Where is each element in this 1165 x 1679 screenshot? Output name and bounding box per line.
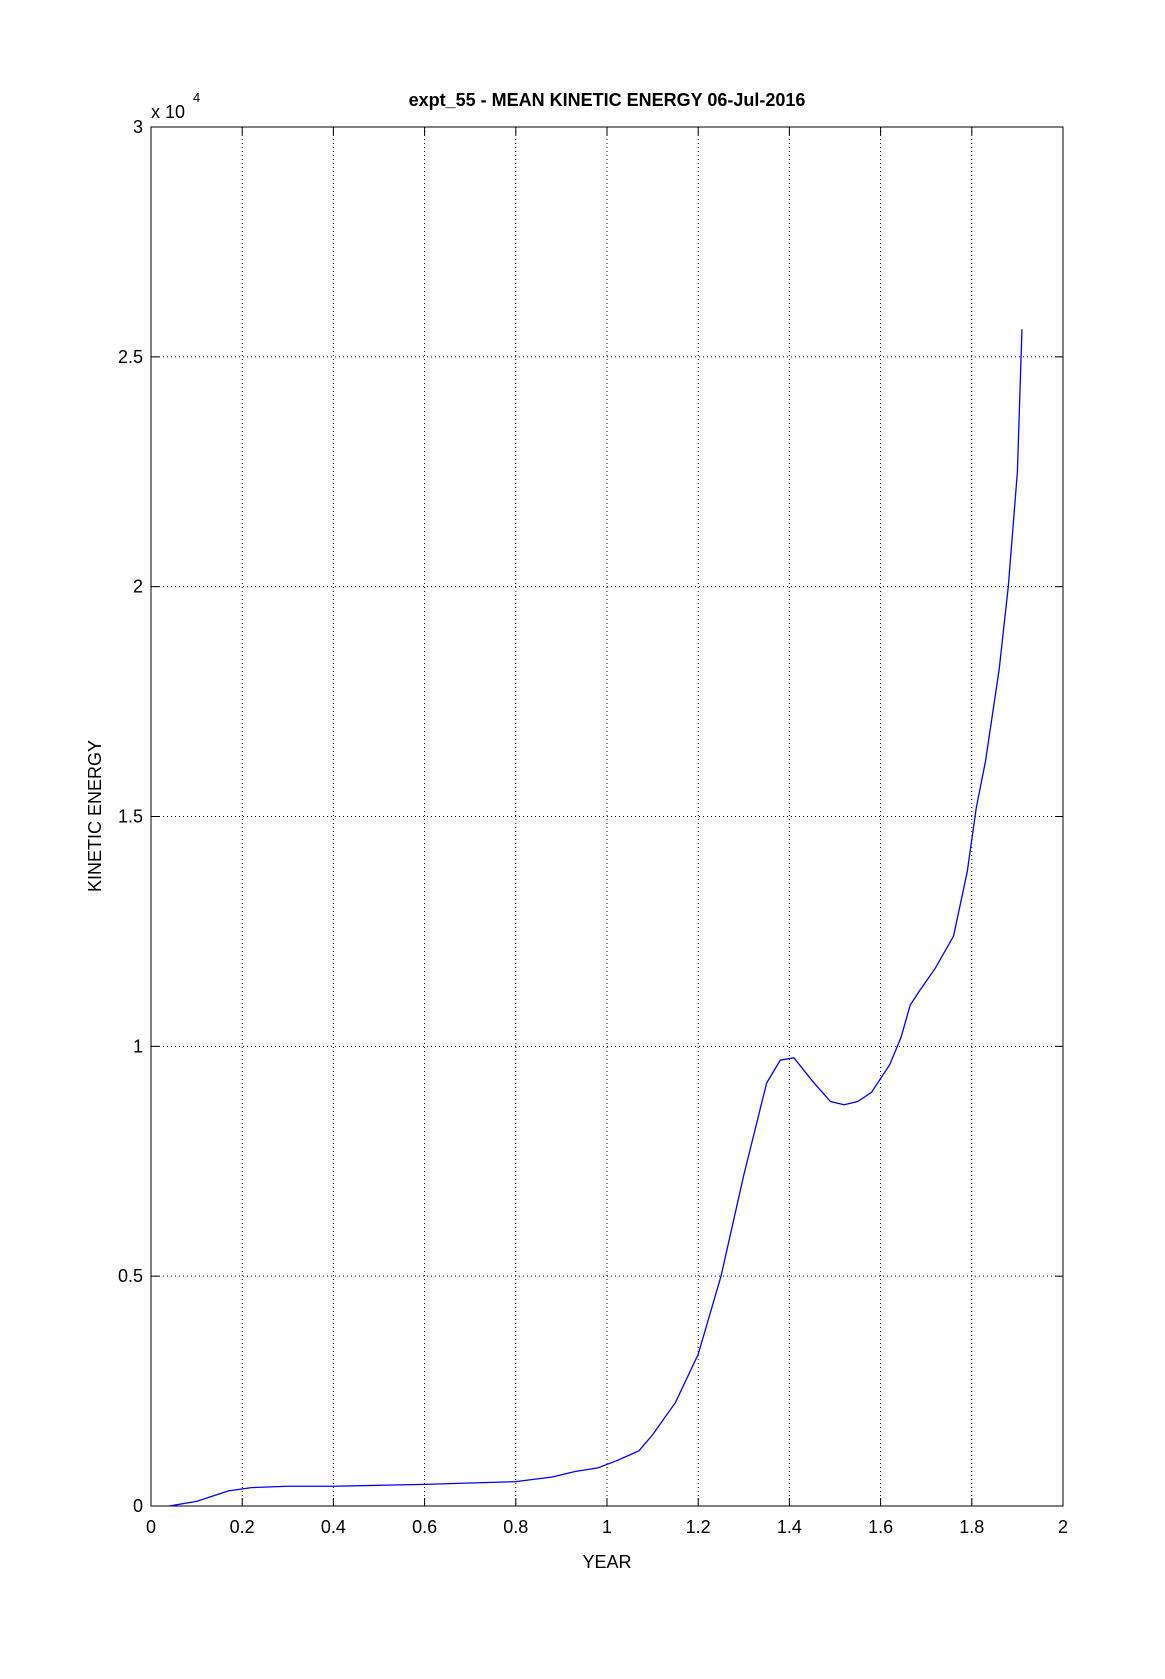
- x-tick-label: 2: [1058, 1517, 1068, 1537]
- chart-title: expt_55 - MEAN KINETIC ENERGY 06-Jul-201…: [409, 90, 806, 110]
- x-tick-label: 1.8: [959, 1517, 984, 1537]
- y-axis-label: KINETIC ENERGY: [85, 740, 105, 892]
- plot-frame: [150, 126, 1064, 1507]
- x-axis-label: YEAR: [582, 1552, 631, 1572]
- data-line: [169, 329, 1023, 1507]
- y-tick-label: 0: [133, 1496, 143, 1516]
- x-tick-label: 0.8: [503, 1517, 528, 1537]
- y-tick-label: 3: [133, 117, 143, 137]
- y-multiplier: x 10: [151, 102, 185, 122]
- x-tick-label: 0.6: [412, 1517, 437, 1537]
- y-tick-label: 1: [133, 1036, 143, 1056]
- x-tick-label: 1.6: [868, 1517, 893, 1537]
- x-tick-label: 0.4: [321, 1517, 346, 1537]
- y-tick-label: 1.5: [118, 807, 143, 827]
- x-tick-label: 1: [602, 1517, 612, 1537]
- x-tick-label: 0.2: [230, 1517, 255, 1537]
- y-tick-label: 0.5: [118, 1266, 143, 1286]
- x-tick-label: 1.2: [686, 1517, 711, 1537]
- y-tick-label: 2: [133, 577, 143, 597]
- y-tick-label: 2.5: [118, 347, 143, 367]
- x-tick-label: 0: [146, 1517, 156, 1537]
- y-multiplier-exponent: 4: [193, 90, 200, 105]
- x-tick-label: 1.4: [777, 1517, 802, 1537]
